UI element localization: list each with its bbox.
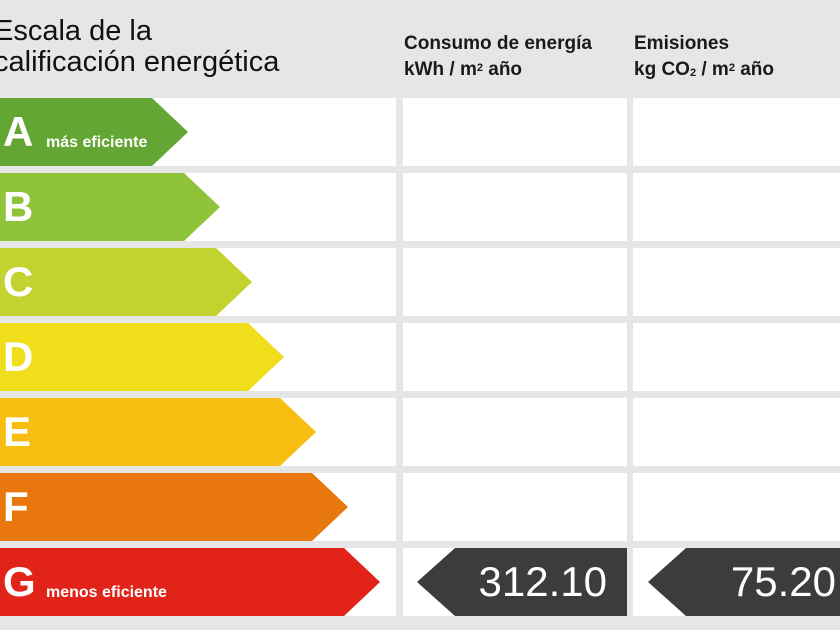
value-tag-shape	[648, 548, 840, 616]
rating-letter: A	[3, 108, 34, 155]
cell-emissions-b	[633, 173, 840, 241]
header: Escala de la calificación energética Con…	[0, 0, 840, 96]
emissions-column-header: Emisiones kg CO2 / m2 año	[634, 31, 774, 83]
cell-energy-e	[403, 398, 627, 466]
rating-arrow-e: E	[0, 398, 316, 466]
rating-letter: C	[3, 258, 34, 305]
scale-title-line2: calificación energética	[0, 46, 280, 78]
rating-letter: E	[3, 408, 32, 455]
rating-arrow-shape	[0, 173, 220, 241]
scale-title-line1: Escala de la	[0, 15, 152, 47]
rating-arrow-shape	[0, 548, 380, 616]
scale-title: Escala de la calificación energética	[0, 16, 279, 78]
cell-energy-f	[403, 473, 627, 541]
rating-arrow-b: B	[0, 173, 220, 241]
energy-unit: kWh / m2 año	[404, 59, 523, 80]
cell-energy-c	[403, 248, 627, 316]
emissions-label: Emisiones	[634, 33, 730, 54]
value-tag-shape	[417, 548, 627, 616]
rating-arrow-c: C	[0, 248, 252, 316]
cell-emissions-c	[633, 248, 840, 316]
cell-energy-a	[403, 98, 627, 166]
rating-letter: D	[3, 333, 34, 380]
rating-arrow-shape	[0, 248, 252, 316]
cell-emissions-a	[633, 98, 840, 166]
rating-description: más eficiente	[46, 134, 148, 151]
rating-arrow-shape	[0, 398, 316, 466]
rating-arrow-shape	[0, 98, 188, 166]
energy-value-tag: 312.10	[417, 548, 627, 616]
rating-arrow-shape	[0, 473, 348, 541]
cell-energy-b	[403, 173, 627, 241]
emissions-value-text: 75.20	[730, 558, 836, 605]
rating-letter: G	[3, 558, 36, 605]
cell-emissions-e	[633, 398, 840, 466]
rating-arrow-shape	[0, 323, 284, 391]
energy-label: Consumo de energía	[404, 33, 592, 54]
energy-value-text: 312.10	[478, 558, 607, 605]
rating-letter: B	[3, 183, 34, 230]
emissions-unit: kg CO2 / m2 año	[634, 59, 774, 80]
cell-energy-d	[403, 323, 627, 391]
energy-column-header: Consumo de energía kWh / m2 año	[404, 31, 592, 83]
cell-emissions-f	[633, 473, 840, 541]
rating-letter: F	[3, 483, 29, 530]
cell-emissions-d	[633, 323, 840, 391]
rating-arrow-f: F	[0, 473, 348, 541]
rating-description: menos eficiente	[46, 584, 167, 601]
emissions-value-tag: 75.20	[648, 548, 840, 616]
rating-arrow-d: D	[0, 323, 284, 391]
